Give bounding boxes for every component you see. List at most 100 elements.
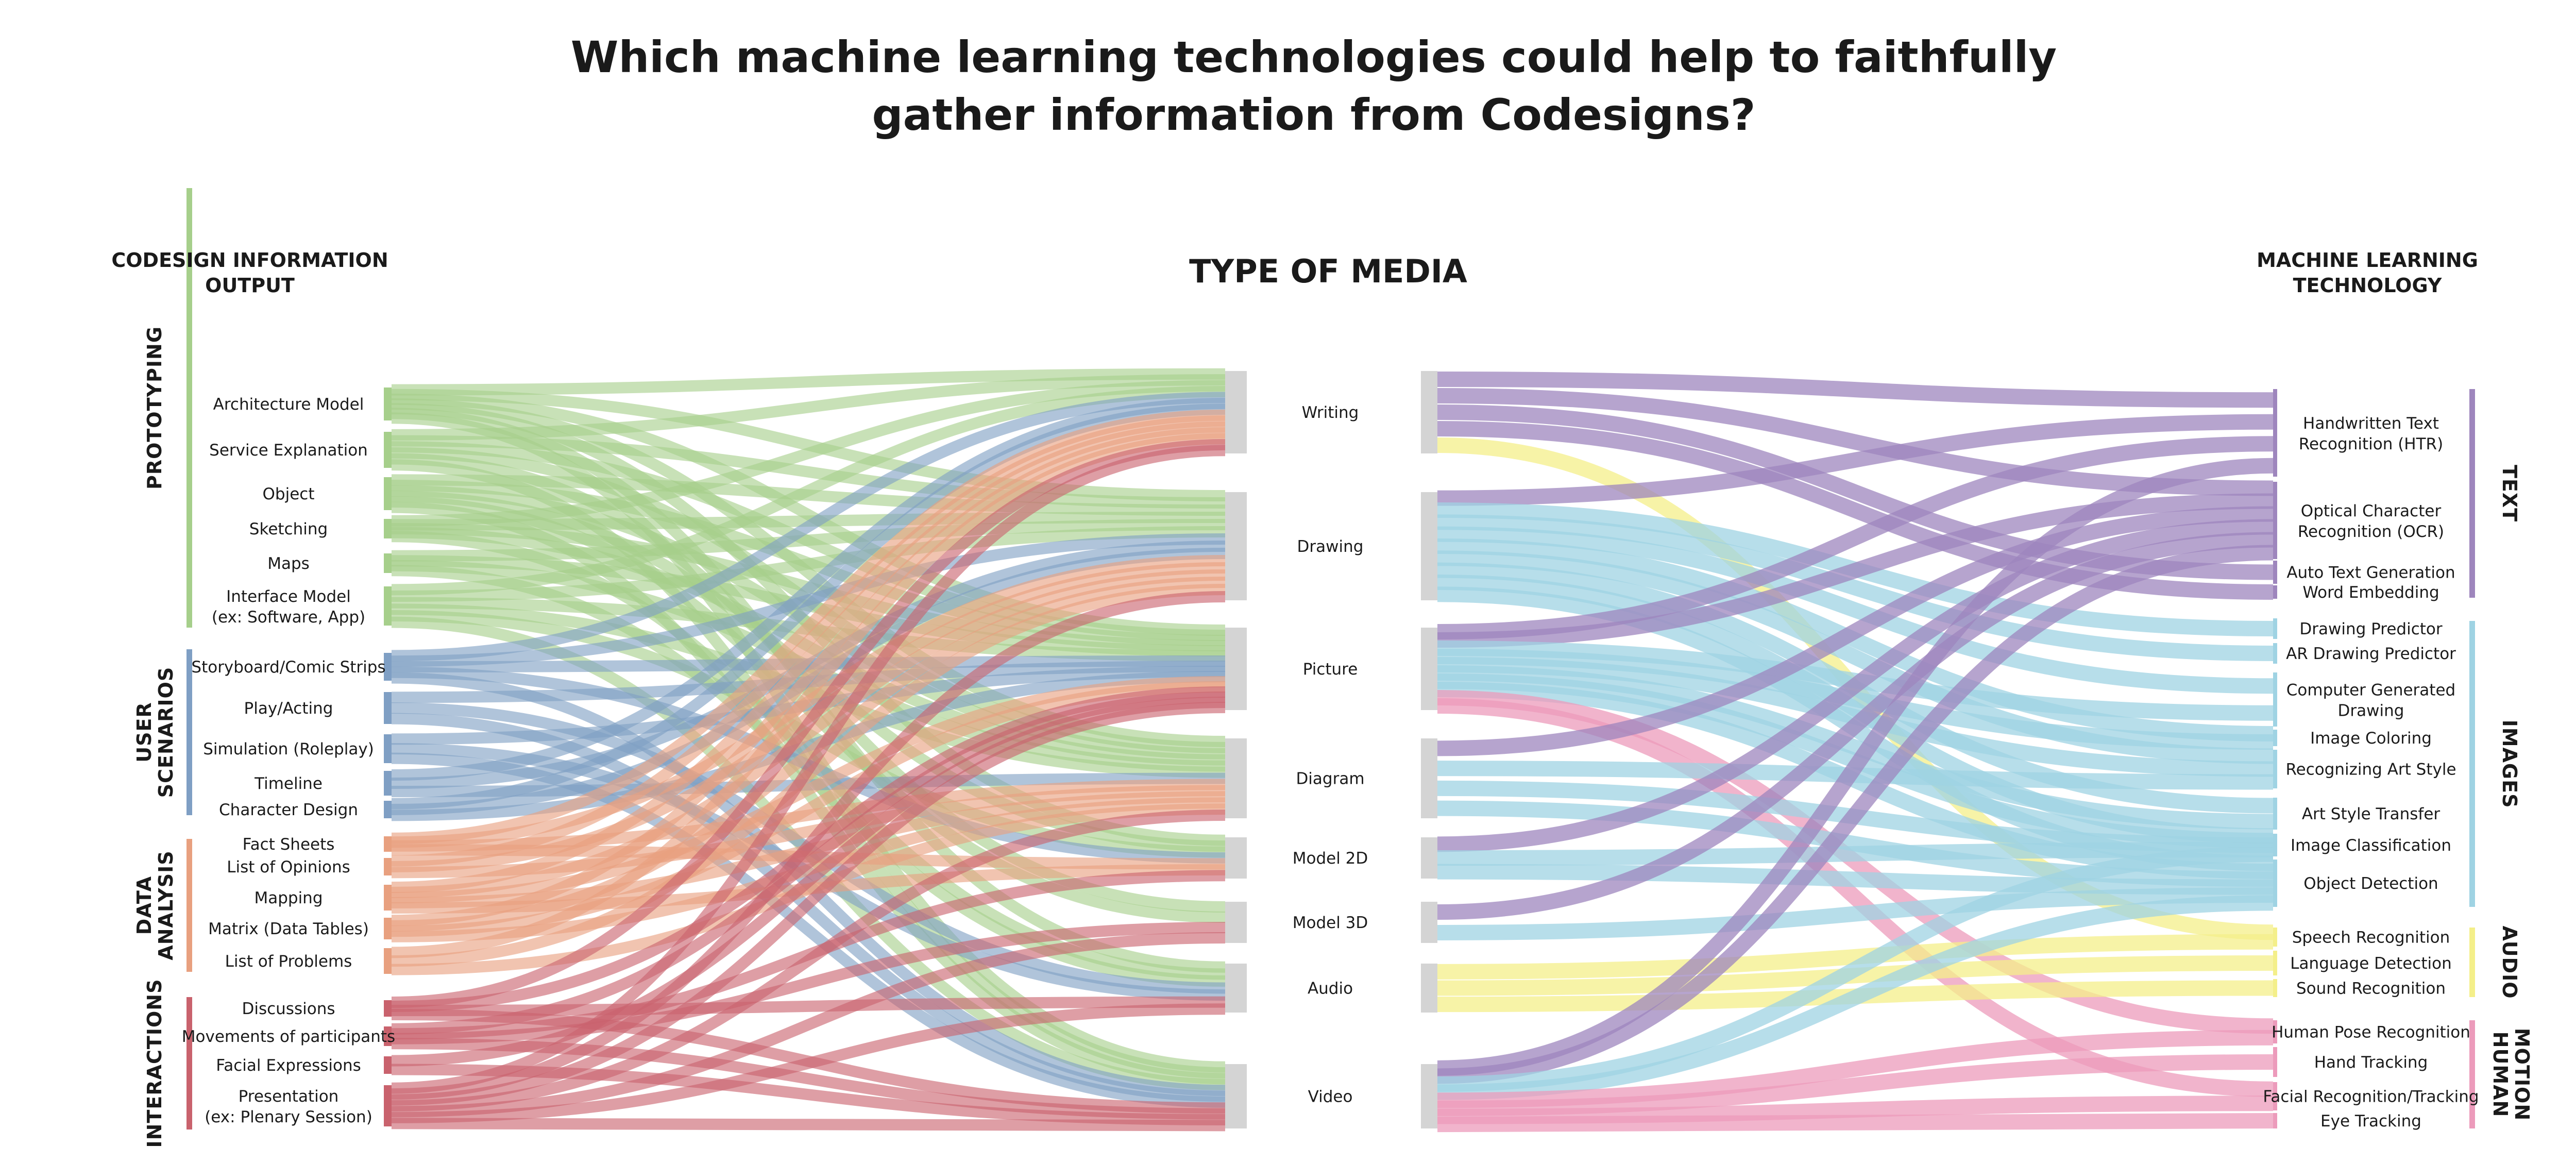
media-bar-right-diagram <box>1421 738 1437 818</box>
right-label-drawing-predictor: Drawing Predictor <box>2299 620 2442 638</box>
left-label-matrix-data-tables: Matrix (Data Tables) <box>208 920 369 938</box>
right-label-art-style-transfer: Art Style Transfer <box>2302 805 2441 823</box>
left-label-list-of-problems: List of Problems <box>225 952 352 971</box>
right-label-optical-character: Optical Character <box>2301 502 2442 520</box>
node-language-detection <box>2273 951 2277 975</box>
left-label-presentation: Presentation <box>239 1087 339 1106</box>
left-label-maps: Maps <box>267 554 310 573</box>
title-line-2: gather information from Codesigns? <box>872 90 1756 140</box>
node-optical-character <box>2273 482 2277 559</box>
right-label-object-detection: Object Detection <box>2303 874 2438 893</box>
flow-interface-model-drawing <box>391 526 1226 602</box>
right-label-optical-character-sub: Recognition (OCR) <box>2298 522 2444 541</box>
group-bar-text <box>2469 389 2475 598</box>
media-label-diagram: Diagram <box>1296 770 1364 788</box>
media-label-model-3d: Model 3D <box>1293 914 1368 932</box>
flow-storyboard-comic-strips-writing <box>391 392 1226 662</box>
media-label-model-2d: Model 2D <box>1293 849 1368 868</box>
flow-facial-expressions-picture <box>391 697 1226 1067</box>
node-art-style-transfer <box>2273 798 2277 830</box>
media-bar-right-audio <box>1421 964 1437 1013</box>
media-bar-left-drawing <box>1225 492 1247 600</box>
flow-picture-image-coloring <box>1437 649 2274 750</box>
flow-timeline-writing <box>391 397 1226 781</box>
left-label-interface-model: Interface Model <box>226 587 351 606</box>
flow-presentation-diagram <box>391 810 1226 1111</box>
node-discussions <box>384 1000 392 1017</box>
flow-video-eye-tracking <box>1437 1113 2274 1133</box>
flow-mapping-writing <box>391 421 1226 893</box>
title-line-1: Which machine learning technologies coul… <box>571 32 2057 82</box>
left-label-mapping: Mapping <box>254 889 323 907</box>
left-label-fact-sheets: Fact Sheets <box>243 835 335 854</box>
flow-video-object-detection <box>1437 895 2274 1100</box>
group-label-interactions: INTERACTIONS <box>143 979 166 1148</box>
left-label-timeline: Timeline <box>254 774 323 793</box>
group-bar-user_scenarios <box>187 649 192 815</box>
node-facial-expressions <box>384 1056 392 1074</box>
flow-video-facial-recognition-tracking <box>1437 1095 2274 1124</box>
flow-presentation-drawing <box>391 591 1226 1100</box>
flow-presentation-picture <box>391 702 1226 1106</box>
right-label-sound-recognition: Sound Recognition <box>2296 980 2446 998</box>
node-list-of-problems <box>384 948 392 974</box>
flow-character-design-writing <box>391 403 1226 810</box>
media-label-writing: Writing <box>1302 403 1359 422</box>
node-storyboard-comic-strips <box>384 653 392 681</box>
flow-video-hand-tracking <box>1437 1054 2274 1116</box>
flow-discussions-writing <box>391 439 1226 1008</box>
left-label-play-acting: Play/Acting <box>244 699 333 718</box>
flow-architecture-model-writing <box>391 368 1226 396</box>
flow-writing-optical-character <box>1437 388 2274 496</box>
flow-maps-drawing <box>391 519 1226 562</box>
flow-drawing-handwritten-text <box>1437 414 2274 506</box>
group-label-human_motion-2: MOTION <box>2511 1028 2533 1121</box>
right-label-computer-generated-sub: Drawing <box>2338 702 2404 720</box>
flow-matrix-data-tables-drawing <box>391 577 1226 932</box>
left-header-line-2: OUTPUT <box>205 274 295 297</box>
media-label-video: Video <box>1308 1088 1353 1106</box>
flow-audio-speech-recognition <box>1437 934 2274 980</box>
left-label-object: Object <box>263 485 315 503</box>
left-label-discussions: Discussions <box>242 1000 335 1018</box>
media-bar-left-diagram <box>1225 738 1247 818</box>
flow-movements-of-participants-model-3d <box>391 922 1226 1044</box>
media-bar-left-model-3d <box>1225 902 1247 943</box>
right-label-ar-drawing-predictor: AR Drawing Predictor <box>2286 645 2456 663</box>
left-label-presentation-sub: (ex: Plenary Session) <box>205 1108 372 1126</box>
flow-presentation-video <box>391 1118 1226 1132</box>
node-play-acting <box>384 692 392 724</box>
media-bar-left-writing <box>1225 371 1247 453</box>
node-handwritten-text <box>2273 389 2277 477</box>
flow-drawing-ar-drawing-predictor <box>1437 514 2274 661</box>
right-label-hand-tracking: Hand Tracking <box>2314 1053 2428 1072</box>
node-timeline <box>384 771 392 796</box>
media-bar-left-picture <box>1225 628 1247 710</box>
media-bar-right-writing <box>1421 371 1437 453</box>
node-interface-model <box>384 586 392 626</box>
left-label-character-design: Character Design <box>219 801 358 819</box>
group-bar-human_motion <box>2469 1020 2475 1128</box>
node-matrix-data-tables <box>384 918 392 939</box>
media-label-picture: Picture <box>1303 660 1358 679</box>
flow-presentation-model-3d <box>391 932 1226 1118</box>
group-label-human_motion-1: HUMAN <box>2489 1032 2512 1118</box>
flow-list-of-opinions-writing <box>391 415 1226 867</box>
flow-service-explanation-writing <box>391 374 1226 441</box>
left-label-movements-of-participants: Movements of participants <box>182 1027 395 1046</box>
node-eye-tracking <box>2273 1113 2277 1128</box>
flow-list-of-problems-diagram <box>391 803 1226 975</box>
group-label-audio: AUDIO <box>2498 925 2521 999</box>
node-object <box>384 477 392 510</box>
node-image-coloring <box>2273 730 2277 746</box>
node-list-of-opinions <box>384 858 392 875</box>
flow-service-explanation-drawing <box>391 435 1226 509</box>
labels: Writing Drawing Picture Diagram Model 2D Mode… <box>133 326 2533 1148</box>
flow-fact-sheets-writing <box>391 409 1226 844</box>
flow-model-2d-optical-character <box>1437 519 2274 852</box>
node-sketching <box>384 519 392 538</box>
node-word-embedding <box>2273 585 2277 599</box>
media-bar-left-model-2d <box>1225 837 1247 879</box>
